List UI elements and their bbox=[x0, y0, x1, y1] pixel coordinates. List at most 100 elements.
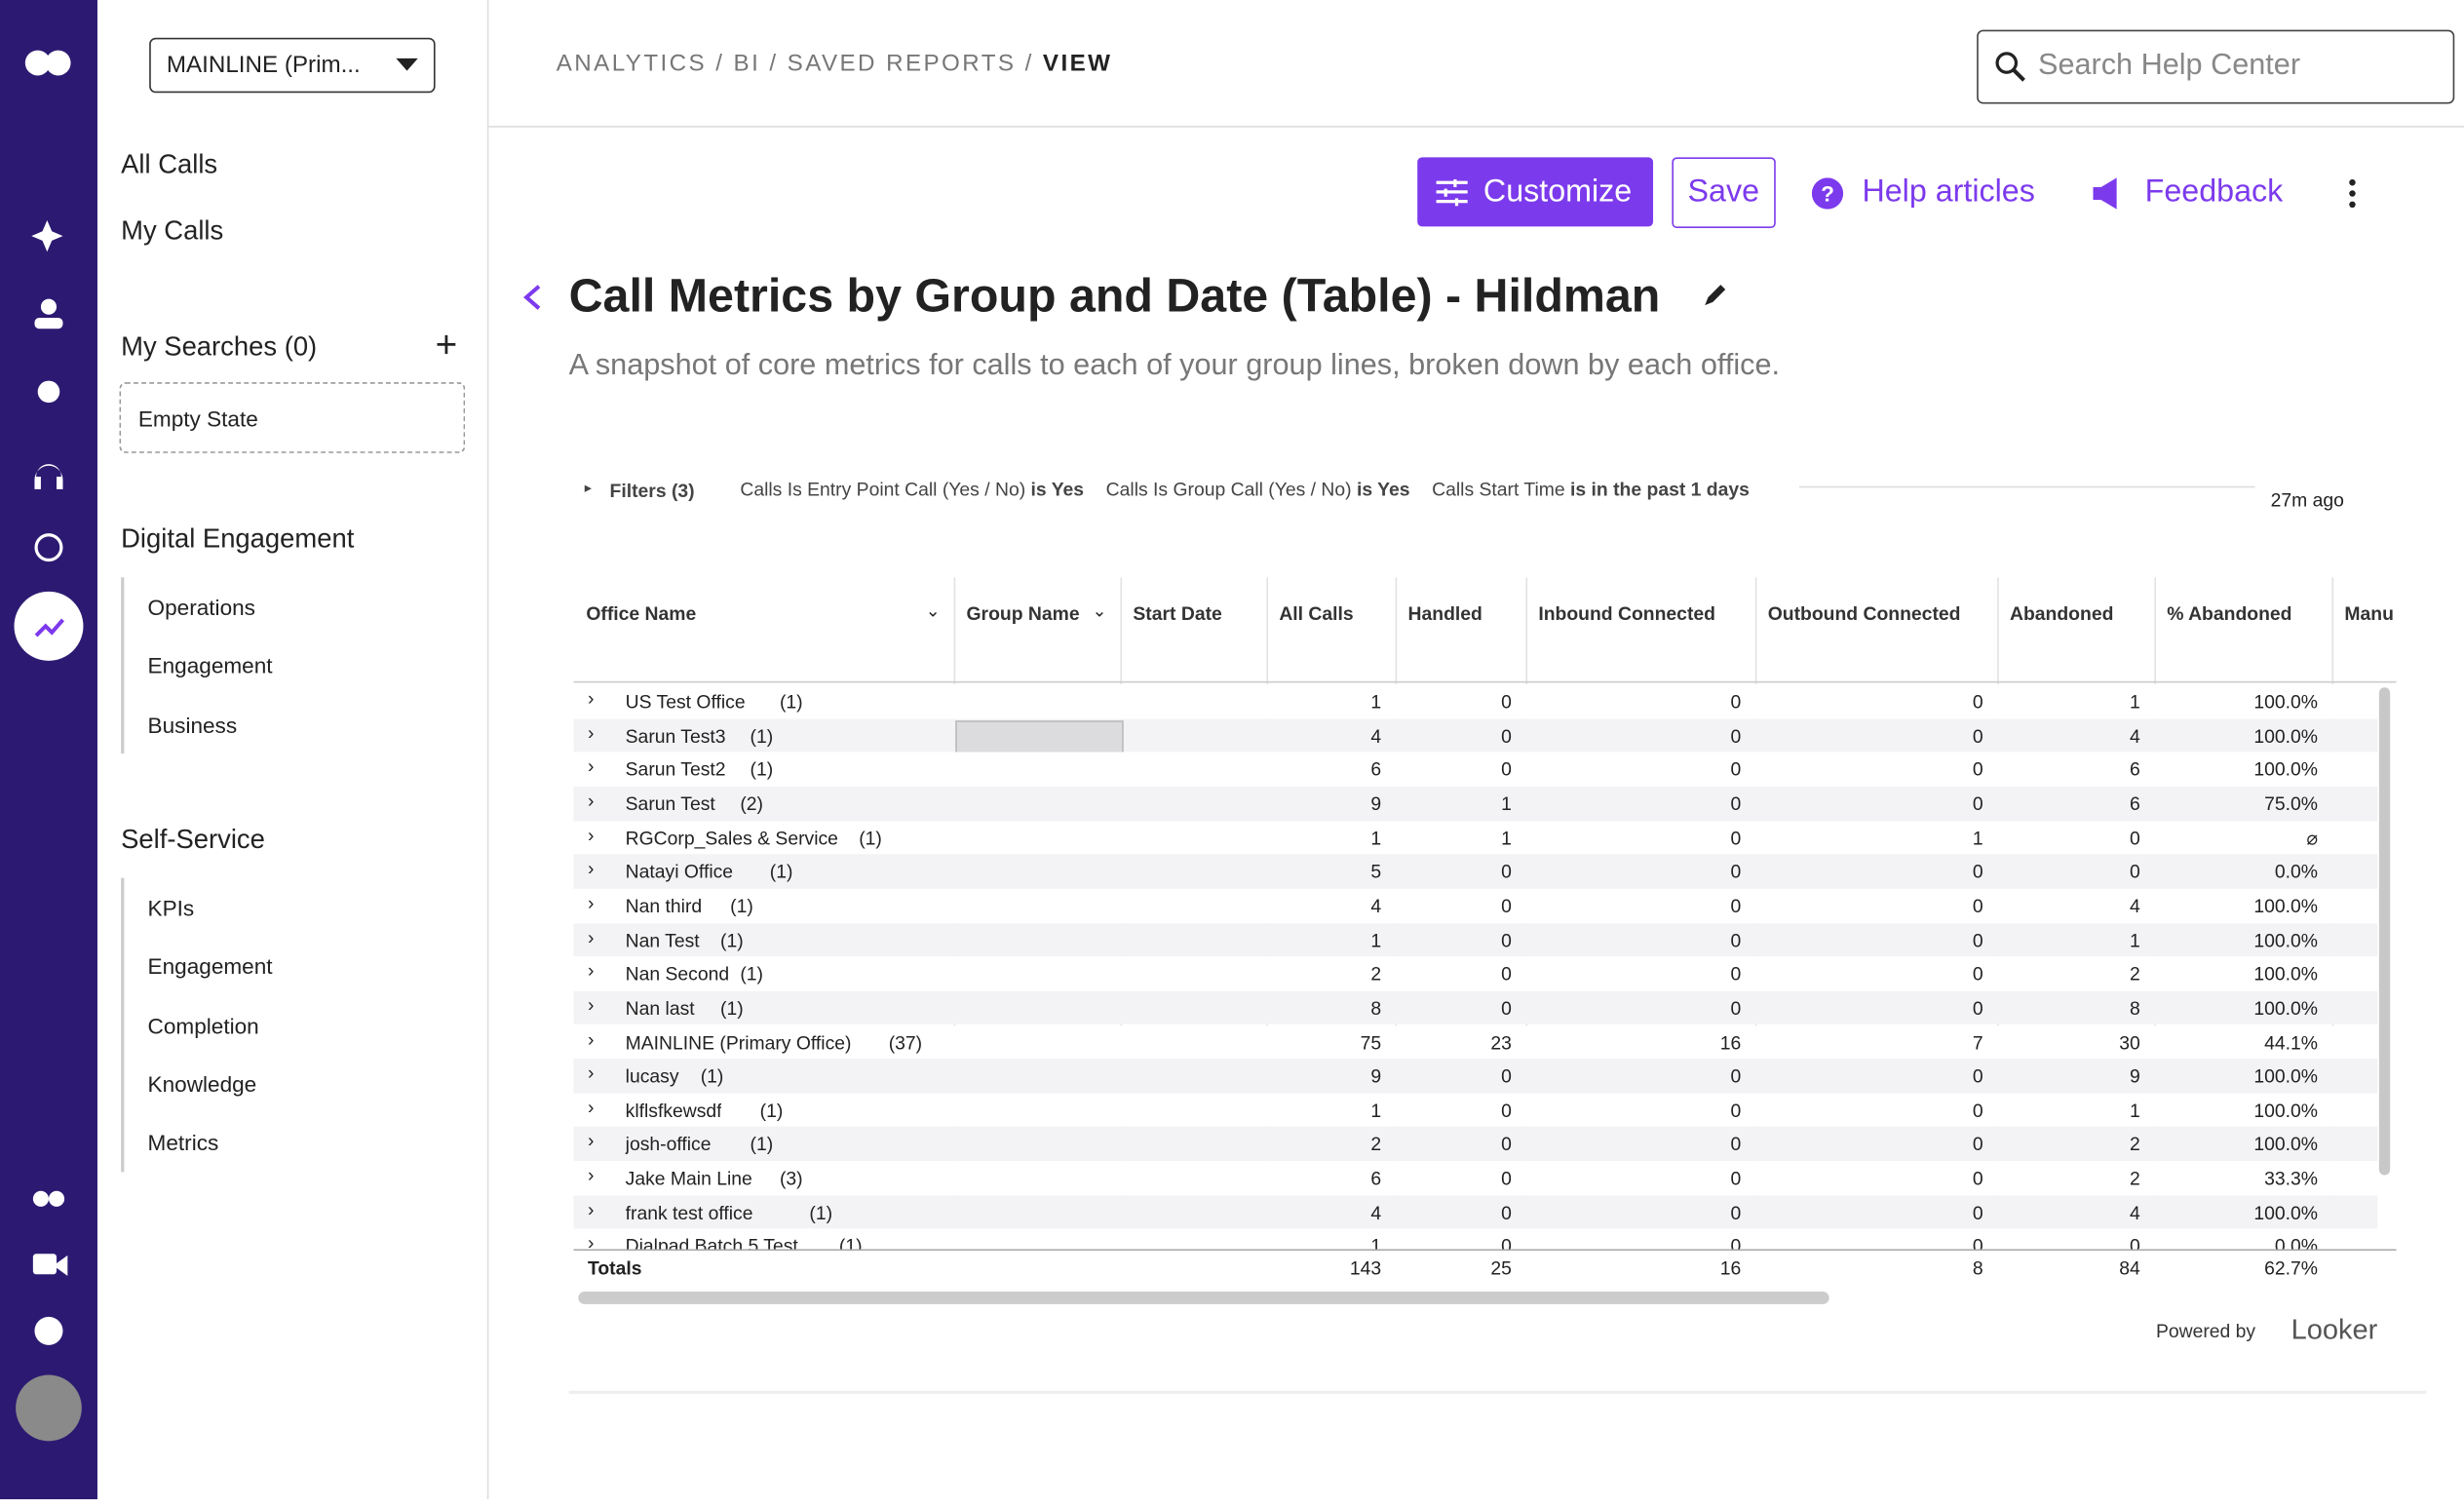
crumb[interactable]: BI bbox=[733, 50, 761, 78]
cell-value: 0 bbox=[1730, 1133, 1742, 1156]
expand-toggle[interactable]: › bbox=[587, 824, 595, 846]
crumb[interactable]: ANALYTICS bbox=[556, 50, 708, 78]
expand-toggle[interactable]: › bbox=[587, 1027, 595, 1051]
icon-support[interactable] bbox=[34, 464, 63, 489]
expand-toggle[interactable]: › bbox=[587, 993, 595, 1017]
expand-toggle[interactable]: › bbox=[587, 790, 595, 812]
feedback[interactable]: Feedback bbox=[2144, 174, 2284, 210]
nav-link[interactable]: All Calls bbox=[121, 149, 218, 179]
icon-dialpad[interactable] bbox=[32, 1190, 49, 1207]
section-item[interactable]: Completion bbox=[147, 1012, 259, 1038]
sort-caret[interactable]: ⌄ bbox=[1092, 602, 1107, 622]
expand-toggle[interactable]: › bbox=[587, 959, 595, 983]
cell-value: 0 bbox=[1501, 861, 1512, 883]
column-header[interactable]: Handled bbox=[1407, 602, 1482, 625]
cell-value: 44.1% bbox=[2264, 1030, 2318, 1054]
column-header[interactable]: Office Name bbox=[586, 602, 697, 625]
table-row: › Jake Main Line (3) 6 0 0 0 2 33.3% bbox=[573, 1161, 2378, 1196]
avatar[interactable] bbox=[16, 1374, 82, 1442]
column-header[interactable]: Abandoned bbox=[2010, 602, 2114, 625]
cell-value: 6 bbox=[1370, 1167, 1382, 1190]
cell-value: 0 bbox=[1730, 929, 1742, 951]
icon-ai[interactable] bbox=[31, 219, 63, 252]
office-name: frank test office bbox=[625, 1201, 753, 1224]
icon-analytics[interactable] bbox=[14, 591, 84, 661]
office-count: (1) bbox=[779, 690, 803, 714]
crumb-current: VIEW bbox=[1042, 50, 1113, 78]
edit-icon[interactable] bbox=[1702, 284, 1727, 309]
cell-value: 0 bbox=[1972, 996, 1983, 1020]
expand-toggle[interactable]: › bbox=[587, 1164, 595, 1187]
expand-toggle[interactable]: › bbox=[587, 891, 595, 914]
powered-by: Powered by bbox=[2155, 1320, 2256, 1342]
cell-value: 1 bbox=[2130, 1099, 2140, 1122]
filter: Calls Is Group Call (Yes / No) is Yes bbox=[1106, 479, 1410, 501]
logo bbox=[45, 50, 71, 76]
sidebar: MAINLINE (Prim... All Calls My Calls My … bbox=[97, 0, 489, 1500]
cell-value: 0 bbox=[1501, 724, 1512, 748]
cell-value: 0 bbox=[1501, 929, 1512, 951]
expand-toggle[interactable]: › bbox=[587, 755, 595, 778]
column-header[interactable]: Manu bbox=[2344, 602, 2394, 625]
column-header[interactable]: Group Name bbox=[966, 602, 1080, 625]
column-header[interactable]: Inbound Connected bbox=[1538, 602, 1715, 625]
expand-toggle[interactable]: › bbox=[587, 1096, 595, 1119]
expand-toggle[interactable]: › bbox=[587, 1130, 595, 1153]
expand-toggle[interactable]: › bbox=[587, 1062, 595, 1085]
cell-value: 75.0% bbox=[2264, 792, 2318, 815]
cell-value: 9 bbox=[1370, 792, 1382, 815]
report-description: A snapshot of core metrics for calls to … bbox=[568, 349, 1781, 383]
expand-toggle[interactable]: › bbox=[587, 1232, 595, 1255]
icon-settings[interactable] bbox=[37, 380, 60, 404]
section-item[interactable]: Business bbox=[147, 712, 238, 738]
section-item[interactable]: Operations bbox=[147, 595, 255, 620]
column-header[interactable]: % Abandoned bbox=[2167, 602, 2292, 625]
nav-link[interactable]: My Calls bbox=[121, 215, 224, 246]
column-header[interactable]: Start Date bbox=[1133, 602, 1222, 625]
cell-value: 0 bbox=[1730, 1167, 1742, 1190]
cell-value: 100.0% bbox=[2253, 1201, 2318, 1224]
office-select[interactable]: MAINLINE (Prim... bbox=[149, 37, 436, 94]
office-name: Nan Test bbox=[625, 929, 700, 951]
cell-value: 0 bbox=[1972, 758, 1983, 781]
crumb-sep: / bbox=[1024, 50, 1034, 78]
cell-value: 6 bbox=[2130, 758, 2140, 781]
column-header[interactable]: All Calls bbox=[1279, 602, 1354, 625]
section-bar bbox=[121, 877, 125, 1172]
h-scrollbar[interactable] bbox=[578, 1292, 1829, 1304]
section-item[interactable]: Knowledge bbox=[147, 1070, 257, 1097]
more-menu[interactable] bbox=[2346, 178, 2359, 209]
v-scrollbar[interactable] bbox=[2378, 687, 2391, 1176]
expand-toggle[interactable]: › bbox=[587, 687, 595, 710]
icon-help[interactable] bbox=[34, 1316, 63, 1345]
filters-label[interactable]: Filters (3) bbox=[609, 480, 695, 502]
section-item[interactable]: KPIs bbox=[147, 895, 195, 921]
save-button[interactable]: Save bbox=[1672, 157, 1776, 229]
help-articles[interactable]: Help articles bbox=[1862, 174, 2035, 210]
totals-value: 8 bbox=[1972, 1256, 1983, 1280]
office-select-text: MAINLINE (Prim... bbox=[166, 52, 361, 79]
section-item[interactable]: Engagement bbox=[147, 953, 273, 980]
expand-toggle[interactable]: › bbox=[587, 925, 595, 948]
crumb-sep: / bbox=[769, 50, 779, 78]
cell-value: 0 bbox=[1972, 1167, 1983, 1190]
crumb[interactable]: SAVED REPORTS bbox=[787, 50, 1017, 78]
section-item[interactable]: Engagement bbox=[147, 653, 273, 679]
totals-rule bbox=[573, 1249, 2397, 1252]
icon-history[interactable] bbox=[34, 533, 63, 562]
search-box[interactable]: Search Help Center bbox=[1977, 29, 2455, 104]
filter-toggle[interactable]: ▸ bbox=[584, 480, 593, 496]
cell-value: 1 bbox=[1972, 827, 1983, 849]
section-item[interactable]: Metrics bbox=[147, 1130, 219, 1155]
expand-toggle[interactable]: › bbox=[587, 721, 595, 744]
back-arrow[interactable] bbox=[521, 284, 544, 312]
expand-toggle[interactable]: › bbox=[587, 857, 595, 880]
icon-user[interactable] bbox=[40, 298, 58, 315]
cell-value: 0 bbox=[2130, 827, 2140, 849]
sort-caret[interactable]: ⌄ bbox=[925, 602, 941, 622]
column-header[interactable]: Outbound Connected bbox=[1767, 602, 1961, 625]
add-search[interactable]: + bbox=[435, 324, 458, 367]
customize-button[interactable]: Customize bbox=[1417, 157, 1654, 227]
expand-toggle[interactable]: › bbox=[587, 1198, 595, 1220]
icon-video[interactable] bbox=[32, 1254, 58, 1275]
